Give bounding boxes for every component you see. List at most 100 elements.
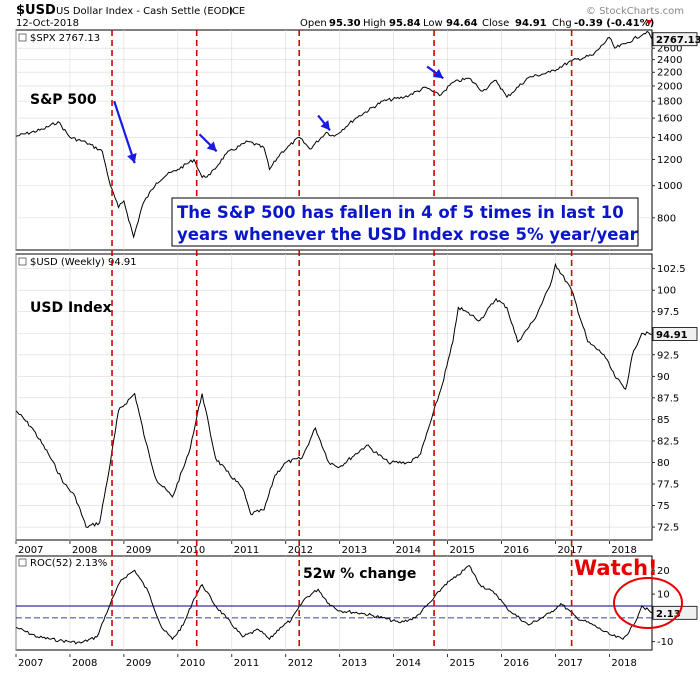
- y-tick-label: 102.5: [657, 264, 686, 275]
- y-tick-label: -10: [657, 637, 673, 648]
- arrow-head-icon: [127, 153, 137, 164]
- ohlc-close-label: Close: [482, 18, 509, 29]
- ohlc-low-value: 94.64: [446, 18, 478, 29]
- ohlc-open-label: Open: [300, 18, 327, 29]
- x-tick-label: 2012: [288, 545, 313, 556]
- ohlc-open-value: 95.30: [329, 18, 361, 29]
- ohlc-high-label: High: [363, 18, 386, 29]
- header-name: US Dollar Index - Cash Settle (EOD): [56, 6, 233, 17]
- y-tick-label: 20: [657, 566, 670, 577]
- x-tick-label: 2013: [342, 658, 367, 669]
- x-tick-label: 2010: [180, 545, 205, 556]
- roc-panel: 20 10 -10 ROC(52) 2.13% 52w % change 2.13: [15, 555, 698, 651]
- ohlc-close-value: 94.91: [515, 18, 547, 29]
- panel-label: S&P 500: [30, 92, 97, 108]
- y-tick-label: 1000: [657, 181, 682, 192]
- x-tick-label: 2007: [18, 545, 43, 556]
- series-line-spx: [15, 30, 653, 240]
- y-tick-label: 10: [657, 590, 670, 601]
- x-tick-label: 2018: [611, 545, 636, 556]
- x-tick-label: 2011: [234, 545, 259, 556]
- x-tick-label: 2007: [18, 658, 43, 669]
- y-tick-label: 77.5: [657, 480, 679, 491]
- signal-lines: [111, 30, 573, 650]
- ohlc-low-label: Low: [423, 18, 443, 29]
- x-tick-label: 2009: [126, 658, 151, 669]
- y-tick-label: 90: [657, 372, 670, 383]
- ohlc-chg-value: -0.39 (-0.41%): [574, 18, 654, 29]
- panel-legend: $USD (Weekly) 94.91: [30, 257, 137, 268]
- decline-arrows: [113, 65, 444, 164]
- x-tick-label: 2015: [450, 658, 475, 669]
- legend-swatch-icon: [18, 558, 27, 567]
- header-symbol: $USD: [16, 3, 56, 18]
- x-tick-label: 2013: [342, 545, 367, 556]
- panel-legend: ROC(52) 2.13%: [30, 558, 107, 569]
- y-tick-label: 1400: [657, 133, 682, 144]
- y-tick-label: 92.5: [657, 350, 679, 361]
- y-tick-label: 97.5: [657, 307, 679, 318]
- y-tick-label: 2000: [657, 81, 682, 92]
- x-tick-label: 2012: [288, 658, 313, 669]
- legend-swatch-icon: [18, 257, 27, 266]
- ohlc-chg-label: Chg: [552, 18, 572, 29]
- x-tick-label: 2016: [503, 545, 528, 556]
- annotation-line-1: The S&P 500 has fallen in 4 of 5 times i…: [177, 203, 624, 222]
- y-tick-label: 100: [657, 286, 676, 297]
- x-tick-label: 2015: [450, 545, 475, 556]
- y-tick-label: 2200: [657, 68, 682, 79]
- y-tick-label: 82.5: [657, 436, 679, 447]
- x-tick-label: 2011: [234, 658, 259, 669]
- y-tick-label: 1600: [657, 114, 682, 125]
- x-tick-label: 2016: [503, 658, 528, 669]
- x-tick-label: 2014: [396, 658, 421, 669]
- x-axis-bottom: 2007 2008 2009 2010 2011 2012 2013 2014 2015 2016…: [15, 654, 637, 669]
- panel-label: 52w % change: [303, 566, 416, 582]
- annotation-line-2: years whenever the USD Index rose 5% yea…: [177, 225, 639, 244]
- y-tick-label: 75: [657, 501, 670, 512]
- panel-frame: [15, 253, 653, 541]
- y-tick-label: 1200: [657, 155, 682, 166]
- x-tick-label: 2018: [611, 658, 636, 669]
- arrow-head-icon: [206, 141, 217, 152]
- header-date: 12-Oct-2018: [16, 18, 79, 29]
- arrow-head-icon: [433, 68, 444, 79]
- y-tick-label: 80: [657, 458, 670, 469]
- x-tick-label: 2017: [557, 658, 582, 669]
- last-value-tag: [652, 327, 698, 341]
- y-tick-label: 1800: [657, 97, 682, 108]
- watch-label: Watch!: [574, 556, 658, 580]
- series-line-usd: [15, 262, 653, 529]
- last-value-text: 2.13: [656, 609, 681, 620]
- x-tick-label: 2008: [72, 545, 97, 556]
- y-tick-label: 800: [657, 213, 676, 224]
- y-tick-label: 87.5: [657, 393, 679, 404]
- y-tick-label: 72.5: [657, 523, 679, 534]
- panel-frame: [15, 555, 653, 651]
- header-exchange: ICE: [229, 6, 245, 17]
- down-triangle-icon: [646, 20, 652, 25]
- decline-arrow-shaft: [113, 100, 136, 164]
- panel-label: USD Index: [30, 300, 112, 316]
- last-value-text: 94.91: [656, 330, 688, 341]
- last-value-text: 2767.13: [656, 35, 700, 46]
- panel-legend: $SPX 2767.13: [30, 33, 100, 44]
- legend-swatch-icon: [18, 33, 27, 42]
- y-tick-label: 2600: [657, 44, 682, 55]
- annotation-box: [171, 197, 639, 247]
- x-tick-label: 2009: [126, 545, 151, 556]
- watch-circle: [613, 577, 683, 629]
- y-tick-label: 85: [657, 415, 670, 426]
- x-tick-label: 2017: [557, 545, 582, 556]
- arrow-head-icon: [320, 120, 330, 131]
- watermark: © StockCharts.com: [586, 6, 684, 17]
- x-axis-middle: 2007 2008 2009 2010 2011 2012 2013 2014 2015 2016…: [15, 541, 637, 556]
- x-tick-label: 2014: [396, 545, 421, 556]
- x-tick-label: 2008: [72, 658, 97, 669]
- series-line-roc: [15, 564, 653, 645]
- last-value-tag: [652, 32, 698, 47]
- y-tick-label: 2400: [657, 55, 682, 66]
- usd-panel: 72.57577.58082.58587.59092.59597.5100102…: [15, 253, 698, 541]
